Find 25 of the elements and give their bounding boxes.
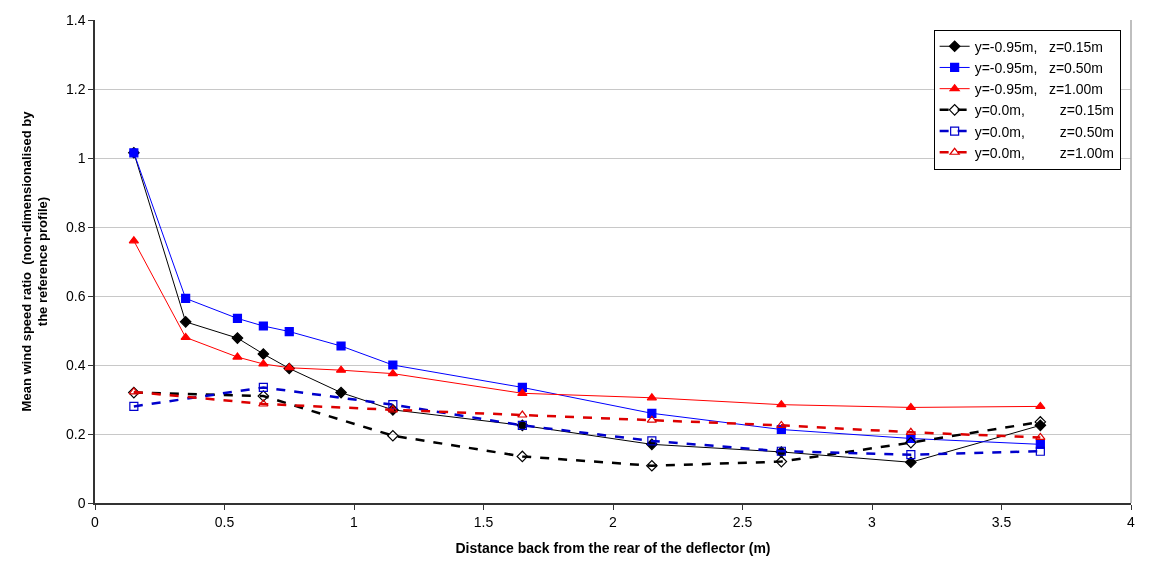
x-tick-label: 0 <box>91 513 100 530</box>
x-tick-label: 3 <box>868 513 877 530</box>
legend-label: y=0.0m, z=0.50m <box>974 123 1114 140</box>
y-axis-title: Mean wind speed ratio (non-dimensionalised by the reference profile) <box>18 110 51 412</box>
legend-label: y=0.0m, z=1.00m <box>974 144 1114 161</box>
y-tick-label: 1.4 <box>65 11 86 28</box>
x-tick-label: 1 <box>350 513 359 530</box>
y-tick-label: 0 <box>77 494 86 511</box>
y-tick-label: 0.2 <box>65 425 86 442</box>
x-tick-label: 2 <box>609 513 618 530</box>
legend-label: y=0.0m, z=0.15m <box>974 102 1114 119</box>
y-tick-label: 1 <box>77 149 86 166</box>
x-tick-label: 3.5 <box>991 513 1012 530</box>
x-tick-label: 2.5 <box>732 513 753 530</box>
legend-label: y=-0.95m, z=0.15m <box>974 38 1104 55</box>
y-tick-label: 0.4 <box>65 356 86 373</box>
y-tick-label: 0.6 <box>65 287 86 304</box>
y-tick-label: 1.2 <box>65 80 86 97</box>
legend-label: y=-0.95m, z=1.00m <box>974 81 1104 98</box>
x-tick-label: 0.5 <box>214 513 235 530</box>
x-tick-label: 1.5 <box>473 513 494 530</box>
legend-label: y=-0.95m, z=0.50m <box>974 59 1104 76</box>
y-tick-label: 0.8 <box>65 218 86 235</box>
x-axis-title: Distance back from the rear of the deflector (m) <box>455 540 771 557</box>
x-tick-label: 4 <box>1127 513 1136 530</box>
